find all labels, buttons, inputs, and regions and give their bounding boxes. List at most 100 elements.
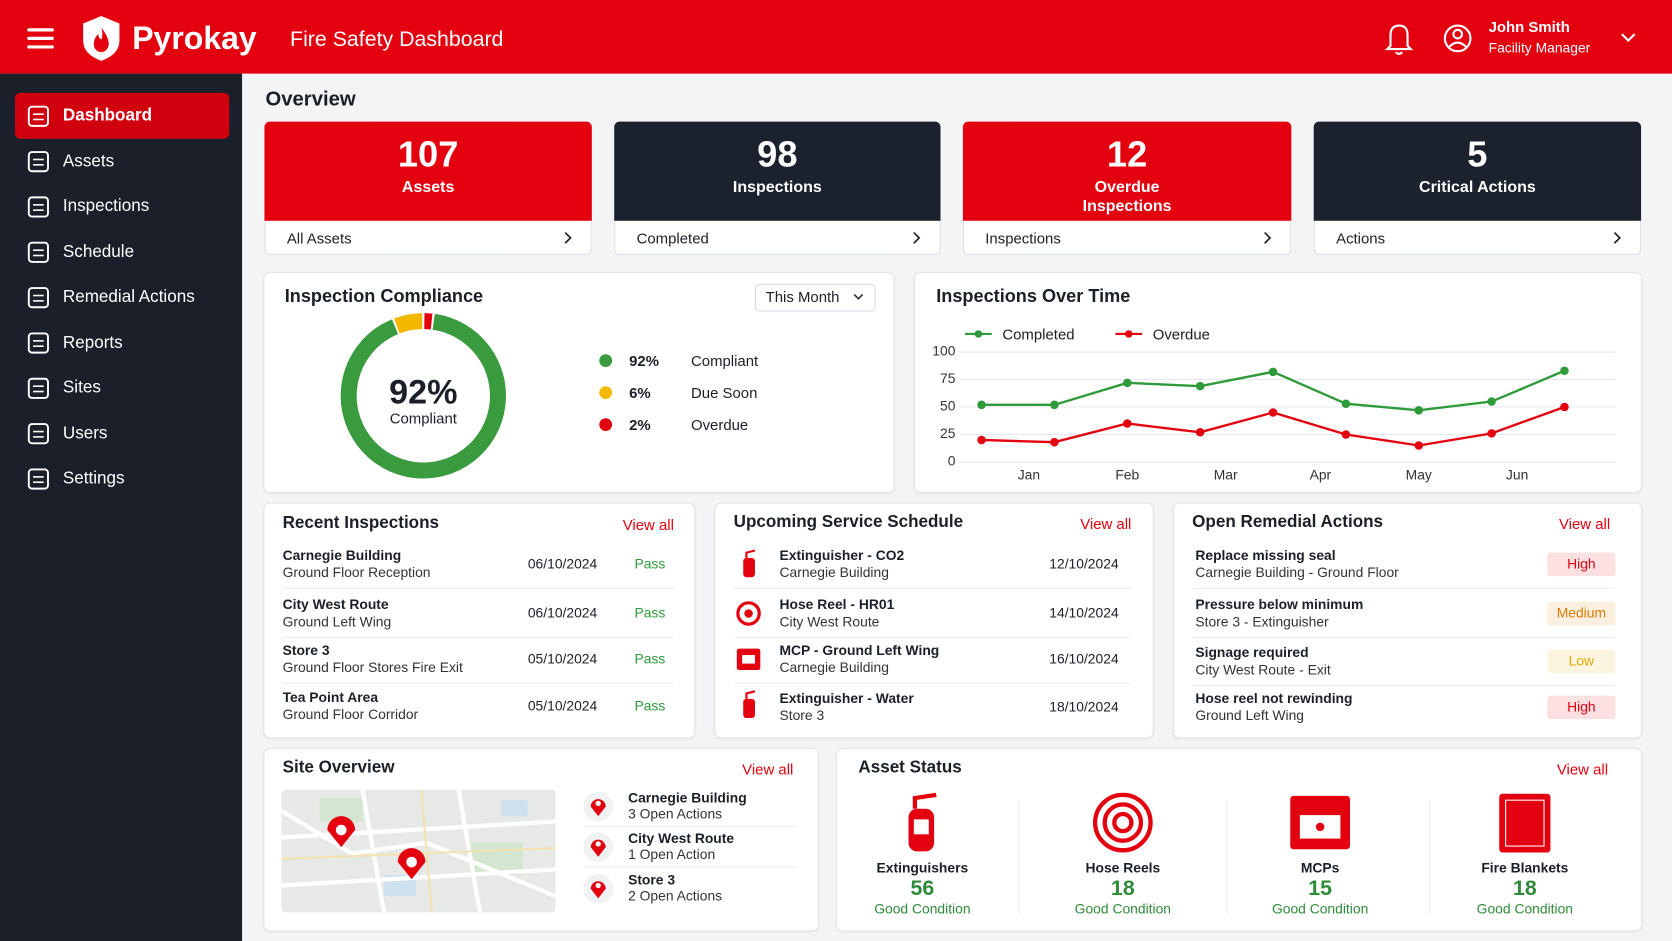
row-divider	[733, 636, 1132, 639]
view-all[interactable]: View all	[1556, 760, 1609, 778]
panel-title: Upcoming Service Schedule	[733, 513, 964, 532]
status: Pass	[634, 651, 666, 668]
legend-label: Due Soon	[690, 383, 758, 401]
legend-label: Overdue	[690, 415, 749, 433]
legend-value: 6%	[629, 383, 651, 401]
card-top[interactable]	[1313, 121, 1642, 221]
nav-item[interactable]: Reports	[62, 333, 123, 352]
card-link[interactable]: Completed	[636, 228, 709, 247]
card-bottom[interactable]	[1313, 220, 1642, 255]
row-sub: Ground Left Wing	[1195, 707, 1305, 724]
nav-item[interactable]: Settings	[62, 469, 125, 488]
legend-label: Overdue	[1152, 324, 1210, 343]
card-top[interactable]	[614, 121, 941, 221]
status: Pass	[634, 697, 666, 714]
asset-count: 18	[1512, 876, 1537, 901]
row-sub: Carnegie Building - Ground Floor	[1195, 564, 1399, 581]
sidebar	[0, 73, 243, 941]
row-date: 05/10/2024	[527, 651, 598, 668]
row-title: Store 3	[282, 642, 330, 659]
asset-name: Hose Reels	[1085, 859, 1161, 876]
card-top[interactable]	[962, 121, 1292, 221]
row-title: MCP - Ground Left Wing	[779, 642, 940, 659]
row-divider	[1192, 636, 1616, 639]
panel-title: Inspections Over Time	[936, 285, 1131, 306]
legend-value: 92%	[629, 351, 660, 369]
site-name: Carnegie Building	[628, 789, 747, 806]
asset-divider	[1226, 800, 1228, 916]
row-date: 18/10/2024	[1049, 699, 1119, 716]
row-divider	[1192, 587, 1616, 589]
asset-status: Good Condition	[1074, 900, 1172, 917]
row-divider	[282, 636, 674, 639]
row-divider	[282, 587, 674, 589]
priority-badge: Medium	[1547, 601, 1616, 626]
nav-item[interactable]: Sites	[62, 379, 101, 398]
view-all[interactable]: View all	[742, 760, 794, 778]
row-divider	[733, 587, 1132, 589]
row-divider	[1192, 684, 1616, 687]
row-title: Carnegie Building	[282, 547, 402, 564]
card-link[interactable]: All Assets	[286, 228, 352, 247]
row-sub: Ground Left Wing	[282, 613, 392, 630]
card-bottom[interactable]	[962, 220, 1292, 255]
nav-item[interactable]: Assets	[62, 152, 115, 171]
header-title: Fire Safety Dashboard	[290, 27, 504, 52]
asset-name: Fire Blankets	[1481, 859, 1569, 876]
site-actions: 3 Open Actions	[628, 805, 723, 822]
row-sub: Carnegie Building	[779, 659, 889, 676]
row-date: 06/10/2024	[527, 605, 598, 622]
schedule-panel	[714, 502, 1154, 739]
card-value: 107	[397, 134, 459, 175]
row-date: 14/10/2024	[1049, 605, 1119, 622]
site-name: Store 3	[628, 871, 676, 888]
card-top[interactable]	[264, 121, 592, 221]
asset-count: 56	[910, 876, 935, 901]
row-date: 05/10/2024	[527, 697, 598, 714]
site-actions: 2 Open Actions	[628, 887, 723, 904]
nav-item[interactable]: Remedial Actions	[62, 288, 195, 307]
view-all[interactable]: View all	[1080, 514, 1132, 532]
row-date: 12/10/2024	[1049, 556, 1119, 573]
asset-status: Good Condition	[1271, 900, 1369, 917]
priority-badge: Low	[1547, 649, 1616, 674]
legend-value: 2%	[629, 415, 651, 433]
row-sub: Ground Floor Reception	[282, 564, 431, 581]
asset-name: MCPs	[1300, 859, 1340, 876]
legend-label: Completed	[1002, 324, 1075, 343]
card-bottom[interactable]	[264, 220, 592, 255]
asset-status: Good Condition	[1476, 900, 1574, 917]
card-value: 5	[1467, 134, 1488, 175]
donut-center-label: Compliant	[389, 409, 457, 427]
view-all[interactable]: View all	[1558, 514, 1611, 532]
row-sub: City West Route - Exit	[1195, 661, 1331, 678]
donut-center-value: 92%	[389, 372, 458, 411]
status: Pass	[634, 556, 666, 573]
card-link[interactable]: Inspections	[985, 228, 1061, 247]
asset-status: Good Condition	[874, 900, 971, 917]
row-sub: Ground Floor Corridor	[282, 706, 419, 723]
user-name: John Smith	[1488, 17, 1570, 35]
nav-item[interactable]: Dashboard	[62, 107, 153, 126]
priority-badge: High	[1547, 552, 1616, 577]
view-all[interactable]: View all	[622, 515, 674, 534]
row-title: Pressure below minimum	[1195, 596, 1364, 613]
brand: Pyrokay	[132, 21, 257, 57]
nav-item[interactable]: Inspections	[62, 197, 150, 216]
card-label: Inspections	[732, 178, 822, 197]
panel-title: Open Remedial Actions	[1192, 513, 1384, 532]
row-divider	[584, 866, 797, 868]
row-date: 16/10/2024	[1049, 651, 1119, 668]
row-title: City West Route	[282, 596, 389, 613]
card-link[interactable]: Actions	[1336, 228, 1386, 247]
user-role: Facility Manager	[1488, 39, 1591, 56]
nav-item[interactable]: Users	[62, 424, 108, 443]
card-bottom[interactable]	[614, 220, 941, 255]
row-divider	[584, 825, 797, 827]
panel-title: Asset Status	[858, 758, 962, 778]
nav-item[interactable]: Schedule	[62, 243, 135, 262]
dropdown-label[interactable]: This Month	[765, 287, 840, 305]
card-label: Critical Actions	[1419, 178, 1536, 197]
row-sub: Store 3	[779, 707, 825, 724]
